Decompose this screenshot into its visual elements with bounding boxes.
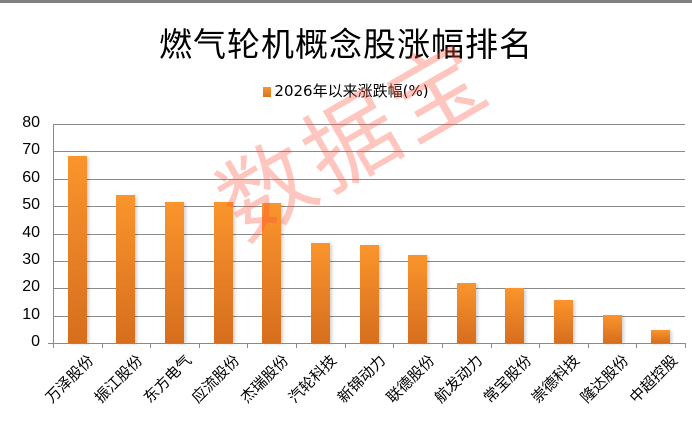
x-category-label: 崇德科技 — [528, 351, 584, 407]
gridline — [53, 233, 685, 235]
bar — [213, 202, 233, 343]
x-tick — [344, 343, 346, 348]
bar — [165, 202, 185, 343]
bar — [602, 315, 622, 343]
x-category-label: 中超控股 — [625, 351, 681, 407]
y-tick-label: 80 — [22, 114, 40, 131]
x-category-label: 应流股份 — [188, 351, 244, 407]
bar — [67, 156, 87, 343]
gridline — [53, 151, 685, 153]
x-tick — [636, 343, 638, 348]
y-tick-label: 20 — [22, 278, 40, 296]
gridline — [53, 124, 685, 125]
y-tick-label: 50 — [22, 196, 40, 214]
bar — [553, 300, 573, 343]
x-category-label: 联德股份 — [382, 351, 438, 407]
y-tick-label: 60 — [22, 168, 40, 186]
bar — [651, 330, 671, 343]
y-tick-label: 40 — [22, 223, 40, 241]
x-tick — [296, 343, 298, 348]
x-category-label: 航发动力 — [431, 351, 487, 407]
x-tick — [685, 343, 686, 348]
x-category-label: 振江股份 — [90, 351, 147, 407]
y-tick-label: 0 — [31, 333, 40, 350]
x-tick — [539, 343, 541, 348]
plot-area — [53, 124, 685, 344]
top-border — [0, 0, 692, 3]
legend-label: 2026年以来涨跌幅(%) — [274, 82, 429, 100]
bar — [310, 243, 330, 343]
x-tick — [441, 343, 443, 348]
bar — [359, 245, 379, 343]
y-tick-label: 10 — [22, 305, 40, 323]
x-category-label: 常宝股份 — [479, 351, 536, 407]
x-category-label: 东方电气 — [139, 351, 195, 407]
x-tick — [247, 343, 249, 348]
x-tick — [150, 343, 152, 348]
x-axis-line — [48, 343, 685, 344]
x-category-label: 杰瑞股份 — [236, 351, 292, 407]
bar — [505, 287, 525, 343]
legend-swatch-icon — [263, 87, 272, 97]
x-tick — [393, 343, 395, 348]
y-tick-label: 30 — [22, 250, 40, 268]
legend: 2026年以来涨跌幅(%) — [0, 80, 692, 101]
x-category-label: 万泽股份 — [42, 351, 98, 407]
x-tick — [101, 343, 103, 348]
x-tick — [587, 343, 589, 348]
y-tick-label: 70 — [22, 141, 40, 159]
x-category-label: 新锦动力 — [333, 351, 390, 407]
x-tick — [490, 343, 492, 348]
bar — [116, 195, 136, 343]
bar — [262, 203, 282, 343]
x-tick — [198, 343, 200, 348]
x-category-label: 汽轮科技 — [285, 351, 341, 407]
y-axis-line — [53, 124, 54, 348]
x-tick — [53, 343, 54, 348]
bar — [456, 283, 476, 343]
chart-title: 燃气轮机概念股涨幅排名 — [159, 25, 533, 64]
gridline — [53, 178, 685, 180]
bar — [408, 255, 428, 343]
gridline — [53, 206, 685, 208]
x-category-label: 隆达股份 — [577, 351, 633, 407]
